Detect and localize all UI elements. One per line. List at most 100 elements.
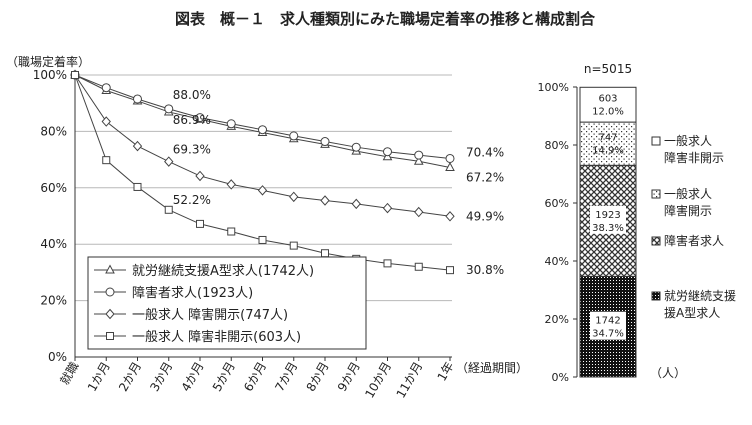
series-marker [133,182,142,191]
annotation-label: 69.3% [173,143,211,157]
bar-segment [579,121,637,166]
series-marker [289,191,299,203]
end-value-label: 67.2% [466,170,504,184]
end-value-label: 30.8% [466,263,504,277]
bar-legend-label: 一般求人 [664,186,712,201]
legend-marker [106,332,114,340]
legend-label: 障害者求人(1923人) [132,285,253,301]
series-marker [320,195,330,206]
x-tick-label: 4か月 [179,360,207,394]
bar-percent-label: 12.0% [592,107,624,118]
series-marker [445,211,455,222]
bar-y-tick-label: 40% [545,255,569,268]
bar-label-backdrop [590,205,626,234]
series-marker [71,71,79,79]
end-value-label: 70.4% [466,145,504,159]
bar-segments: 1742 34.7% 1923 38.3% 747 14.9% 603 12.0% [579,86,637,378]
series-marker [382,202,393,214]
data-labels: 67.2% 86.9% 70.4% 88.0% 49.9% 69.3% 30.8% 52.2% [173,88,504,277]
bar-count-label: 747 [598,133,617,144]
legend-label: 一般求人 障害非開示(603人) [132,329,301,345]
legend: 就労継続支援A型求人(1742人) 障害者求人(1923人) 一般求人 障害開示(7… [87,256,367,350]
legend-marker [105,264,115,274]
bar-percent-label: 14.9% [592,146,624,157]
bar-count-label: 603 [598,94,617,105]
bar-legend-label: 障害者求人 [664,233,724,248]
series-marker [226,179,236,190]
x-tick-label: 5か月 [210,360,238,394]
x-tick-label: 10か月 [362,360,394,401]
x-tick-label: 1か月 [85,360,113,394]
x-tick-label: 6か月 [241,360,269,394]
y-tick-label: 40% [40,237,67,251]
series-marker [133,94,142,104]
series-marker [445,161,455,171]
bar-count-label: 1923 [595,210,620,221]
series-marker [195,170,205,182]
stacked-bar-chart: n=5015 （人） 0%20%40%60%80%100% 174234.7%1… [538,62,736,384]
series-marker [196,219,204,228]
bar-y-tick-label: 80% [545,139,569,152]
legend-swatch [651,136,661,146]
series-marker [445,153,455,163]
y-tick-label: 0% [48,350,67,364]
legend-marker [105,308,115,320]
series-marker [101,116,111,127]
y-tick-labels: 0% 20% 40% 60% 80% 100% [33,68,67,364]
bar-y-tick-label: 100% [538,81,569,94]
x-tick-label: 11か月 [394,360,426,401]
bar-label-backdrop [590,311,626,340]
series-marker [195,113,205,123]
bar-legend-label: 障害開示 [664,203,712,218]
series-marker [321,249,329,258]
annotation-label: 88.0% [173,88,211,102]
series-marker [258,235,267,244]
bar-y-tick-labels: 0% 20% 40% 60% 80% 100% [538,81,578,384]
legend-label: 一般求人 障害開示(747人) [132,307,288,323]
y-axis-title: （職場定着率） [6,54,90,69]
x-tick-label: 1年 [435,360,457,384]
line-chart: （職場定着率） （経過期間） 0%20%40%60%80%100% 就職 1か月 2… [6,54,528,401]
y-tick-label: 100% [33,68,67,82]
series-marker [351,142,361,152]
series-marker [227,227,236,236]
end-value-label: 49.9% [466,209,504,223]
series-marker [320,137,330,147]
y-tick-label: 80% [40,124,67,138]
bar-legend-label: 障害非開示 [664,150,724,165]
series-marker [289,241,298,250]
bar-y-tick-label: 0% [552,371,569,384]
bar-y-tick-label: 60% [545,197,569,210]
series-marker [132,140,143,152]
legend-swatch [651,189,661,199]
series-marker [383,259,392,268]
x-tick-label: 8か月 [304,360,332,394]
figure-title: 図表 概－１ 求人種類別にみた職場定着率の推移と構成割合 [175,10,596,28]
series-marker [226,119,236,129]
series-marker [164,104,174,114]
x-tick-label: 2か月 [116,360,144,394]
legend-swatch [651,236,661,246]
bar-legend-label: 援A型求人 [664,306,720,320]
series-marker [164,156,174,167]
series-marker [101,83,111,93]
bar-y-tick-label: 20% [545,313,569,326]
legend-marker [105,287,115,297]
bar-chart-title: n=5015 [584,62,632,76]
y-tick-label: 20% [40,294,67,308]
series-marker [164,205,173,214]
series-marker [413,155,424,165]
series-marker [351,198,361,210]
series-marker [446,266,454,275]
x-tick-label: 7か月 [272,360,300,394]
series-marker [257,185,268,196]
bar-percent-label: 38.3% [592,223,624,234]
bar-percent-label: 34.7% [592,329,624,340]
series-marker [414,262,423,271]
series-marker [102,156,111,165]
bar-count-label: 1742 [595,316,620,327]
series-marker [383,147,392,157]
y-tick-label: 60% [40,181,67,195]
